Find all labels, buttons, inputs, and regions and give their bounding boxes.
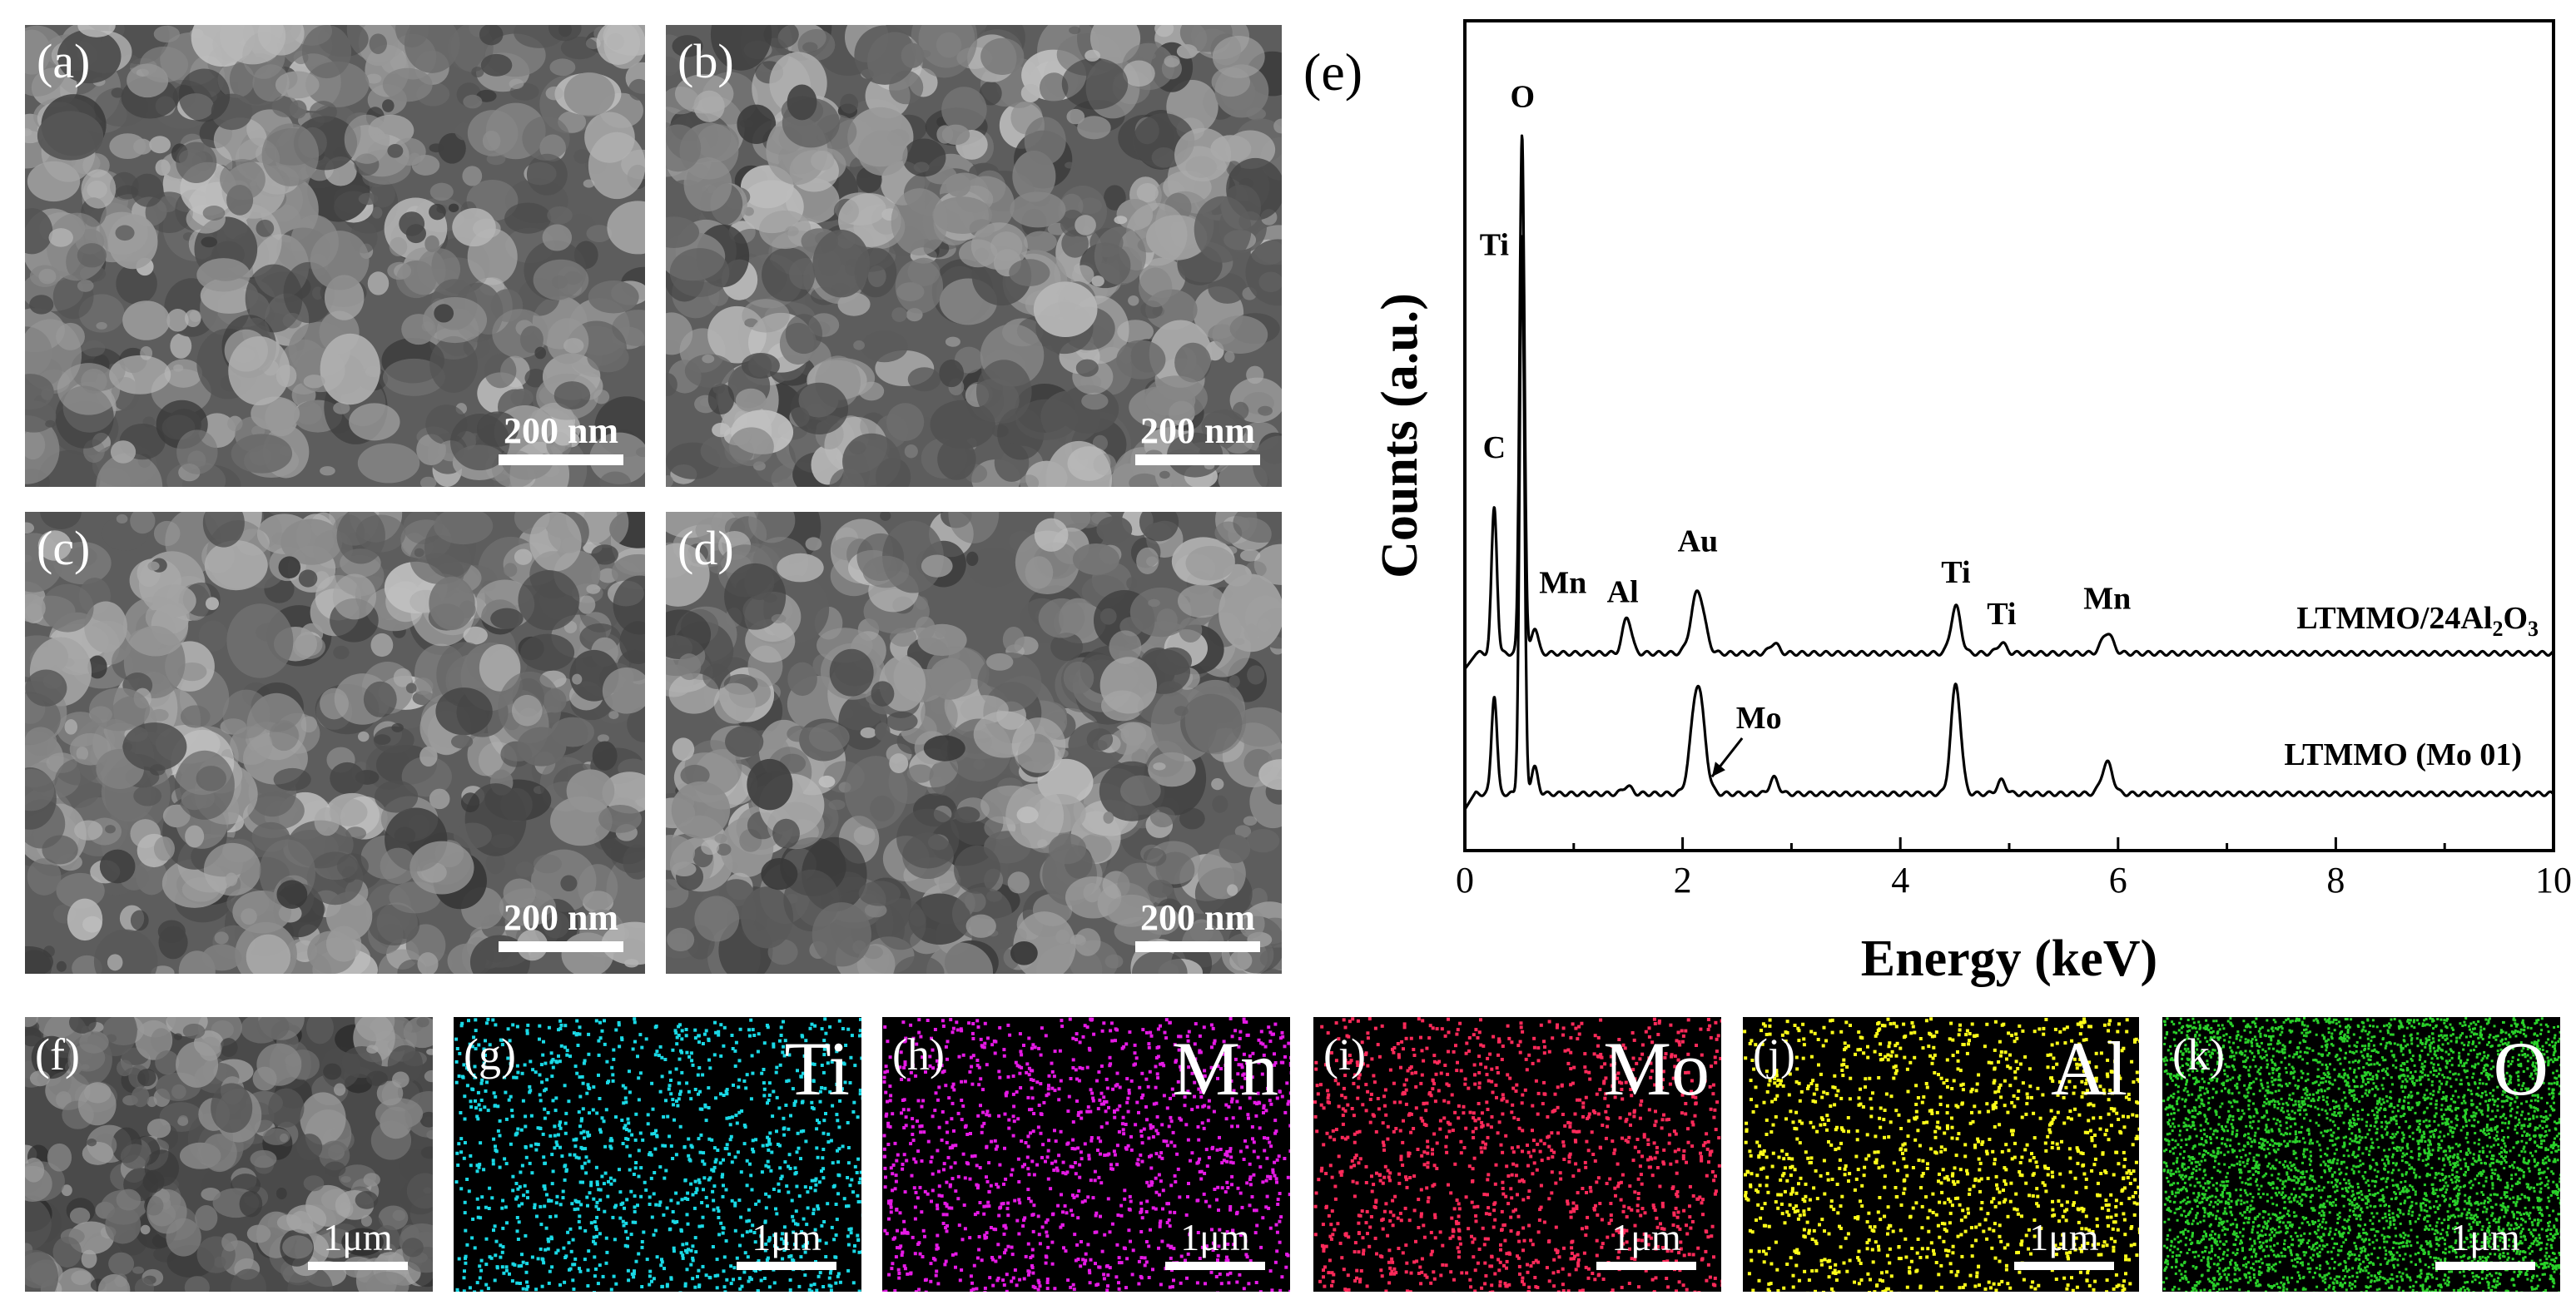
peak-annotation: Mo	[1736, 701, 1782, 736]
panel-label: (f)	[35, 1030, 80, 1079]
annotation-arrowhead	[1711, 762, 1725, 777]
x-tick-label: 10	[2535, 860, 2572, 901]
series-label-0: LTMMO/24Al2O3	[2296, 601, 2539, 641]
element-symbol: Mo	[1603, 1026, 1710, 1111]
scale-bar-line	[308, 1262, 408, 1270]
sem-texture	[25, 512, 645, 974]
element-symbol: Mn	[1172, 1026, 1278, 1111]
peak-annotation: C	[1483, 430, 1506, 465]
scale-bar: 1μm	[1165, 1218, 1265, 1270]
eds-map-f: (f) 1μm	[25, 1017, 433, 1292]
scale-bar-line	[499, 941, 623, 952]
peak-annotation: Ti	[1480, 227, 1509, 262]
peak-annotation: Ti	[1941, 555, 1970, 590]
scale-bar-line	[2435, 1262, 2535, 1270]
scale-bar: 200 nm	[499, 413, 623, 465]
element-dot-map	[1743, 1017, 2139, 1292]
x-tick-label: 6	[2109, 860, 2127, 901]
panel-label: (k)	[2172, 1030, 2225, 1079]
sem-image-c: (c) 200 nm	[25, 512, 645, 974]
eds-map-k: (k) O 1μm	[2162, 1017, 2560, 1292]
sem-image-a: (a) 200 nm	[25, 25, 645, 487]
panel-label: (i)	[1323, 1030, 1366, 1079]
plot-area-border	[1463, 19, 2555, 852]
panel-label: (d)	[678, 521, 734, 575]
scale-bar: 1μm	[2014, 1218, 2114, 1270]
peak-annotation: Au	[1678, 524, 1719, 559]
spectrum-series-1	[1463, 235, 2555, 811]
sem-image-b: (b) 200 nm	[666, 25, 1282, 487]
element-symbol: O	[2493, 1026, 2549, 1111]
eds-map-g: (g) Ti 1μm	[454, 1017, 861, 1292]
spectrum-series-0	[1463, 134, 2555, 670]
scale-bar-label: 1μm	[2450, 1216, 2520, 1258]
scale-bar-label: 1μm	[1180, 1216, 1250, 1258]
panel-label: (b)	[678, 34, 734, 88]
panel-label-e: (e)	[1303, 42, 1362, 102]
x-tick-label: 4	[1891, 860, 1909, 901]
panel-label: (c)	[37, 521, 91, 575]
scale-bar-label: 200 nm	[1139, 410, 1256, 451]
y-axis-label: Counts (a.u.)	[1372, 293, 1428, 578]
scale-bar-line	[499, 454, 623, 465]
scale-bar-line	[1596, 1262, 1696, 1270]
panel-label: (h)	[892, 1030, 945, 1079]
sem-texture	[25, 25, 645, 487]
scale-bar-line	[2014, 1262, 2114, 1270]
scale-bar: 200 nm	[1135, 900, 1260, 952]
eds-map-h: (h) Mn 1μm	[882, 1017, 1290, 1292]
peak-annotation: Mn	[1539, 566, 1586, 601]
x-tick-label: 0	[1456, 860, 1474, 901]
chart-text-group: 0 2 4 6 8 10 Energy (keV) Counts (a.u.) (e) LTMMO…	[1303, 42, 2572, 987]
scale-bar-label: 1μm	[1611, 1216, 1681, 1258]
element-dot-map	[2162, 1017, 2560, 1292]
scale-bar-label: 200 nm	[503, 897, 619, 938]
sem-texture	[666, 512, 1282, 974]
scale-bar-line	[737, 1262, 836, 1270]
chart-series-group	[1463, 134, 2555, 811]
scale-bar: 1μm	[737, 1218, 836, 1270]
element-dot-map	[1313, 1017, 1721, 1292]
scale-bar-line	[1135, 454, 1260, 465]
eds-map-j: (j) Al 1μm	[1743, 1017, 2139, 1292]
scale-bar-line	[1165, 1262, 1265, 1270]
scale-bar-line	[1135, 941, 1260, 952]
sem-image-d: (d) 200 nm	[666, 512, 1282, 974]
element-dot-map	[882, 1017, 1290, 1292]
peak-annotation: Mn	[2083, 581, 2131, 616]
element-dot-map	[454, 1017, 861, 1292]
sem-texture	[25, 1017, 433, 1292]
scale-bar-label: 1μm	[2029, 1216, 2099, 1258]
chart-frame	[1463, 19, 2555, 852]
scale-bar-label: 200 nm	[1139, 897, 1256, 938]
scale-bar-label: 200 nm	[503, 410, 619, 451]
peak-annotation: Al	[1607, 574, 1639, 609]
x-tick-label: 8	[2326, 860, 2345, 901]
element-symbol: Ti	[784, 1026, 850, 1111]
scale-bar: 1μm	[308, 1218, 408, 1270]
peak-annotation: Ti	[1987, 597, 2016, 632]
scale-bar: 1μm	[1596, 1218, 1696, 1270]
x-tick-label: 2	[1674, 860, 1692, 901]
peak-annotation: O	[1511, 79, 1536, 114]
panel-label: (j)	[1753, 1030, 1795, 1079]
sem-texture	[666, 25, 1282, 487]
scale-bar-label: 1μm	[752, 1216, 821, 1258]
element-symbol: Al	[2051, 1026, 2127, 1111]
panel-label: (g)	[464, 1030, 516, 1079]
scale-bar: 200 nm	[499, 900, 623, 952]
scale-bar: 1μm	[2435, 1218, 2535, 1270]
series-label-1: LTMMO (Mo 01)	[2284, 737, 2522, 772]
scale-bar-label: 1μm	[323, 1216, 393, 1258]
panel-label: (a)	[37, 34, 91, 88]
scale-bar: 200 nm	[1135, 413, 1260, 465]
x-axis-label: Energy (keV)	[1861, 930, 2157, 987]
eds-map-i: (i) Mo 1μm	[1313, 1017, 1721, 1292]
